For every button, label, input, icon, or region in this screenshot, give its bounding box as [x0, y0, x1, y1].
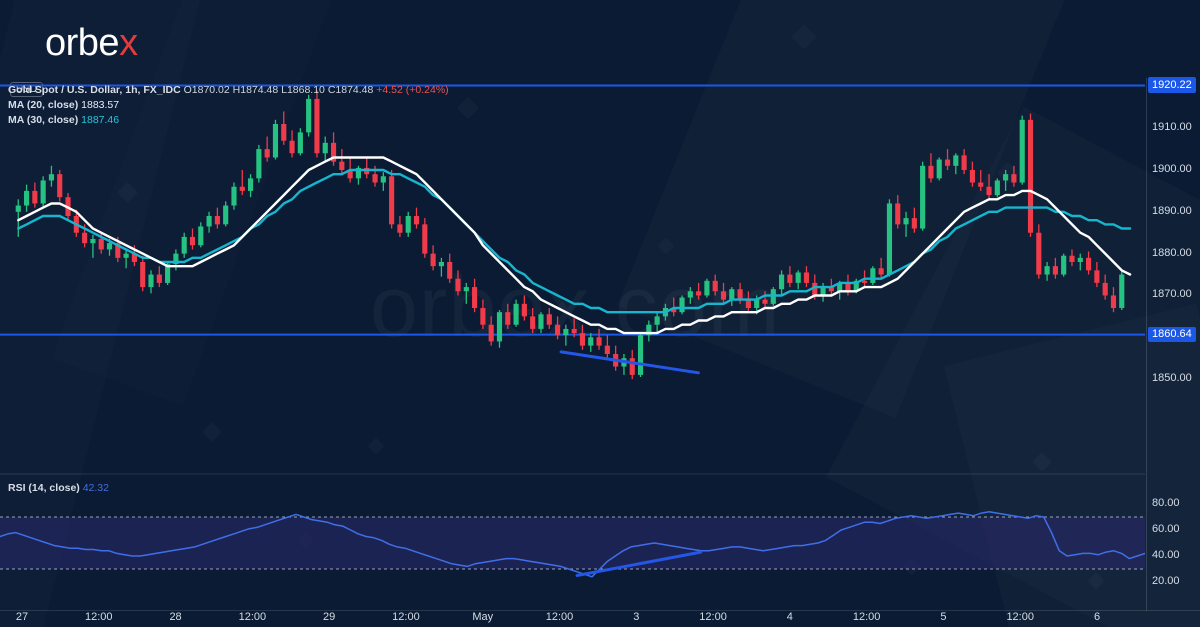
rsi-value: 42.32 — [82, 482, 109, 494]
time-tick: 12:00 — [545, 611, 574, 623]
time-axis[interactable]: 27 12:00 28 12:00 29 12:00 May 12:00 3 12:00 4 12:0… — [0, 611, 1145, 627]
logo-text-accent: x — [119, 22, 138, 64]
time-tick: 12:00 — [852, 611, 881, 623]
time-tick: 12:00 — [699, 611, 727, 623]
axis-separator — [0, 610, 1200, 611]
currency-chip: USD — [10, 82, 44, 97]
ma20-legend: MA (20, close) 1883.57 — [8, 99, 119, 111]
rsi-label: RSI (14, close) — [8, 482, 80, 494]
price-tick: 1870.00 — [1152, 288, 1192, 301]
time-tick: 12:00 — [85, 611, 113, 623]
time-tick: 6 — [1093, 611, 1101, 623]
price-tick: 1890.00 — [1152, 204, 1192, 217]
price-level-badge[interactable]: 1920.22 — [1148, 77, 1196, 93]
chart-plot-area[interactable] — [0, 78, 1145, 611]
rsi-tick: 60.00 — [1152, 523, 1180, 535]
price-tick: 1900.00 — [1152, 163, 1192, 175]
symbol-legend: Gold Spot / U.S. Dollar, 1h, FX_IDC O187… — [8, 84, 449, 96]
rsi-tick: 80.00 — [1152, 497, 1180, 509]
time-tick: 12:00 — [238, 611, 267, 623]
time-tick: 27 — [15, 611, 29, 623]
price-level-badge[interactable]: 1860.64 — [1148, 326, 1196, 343]
symbol-title: Gold Spot / U.S. Dollar, 1h, FX_IDC — [8, 84, 181, 96]
ma30-label: MA (30, close) — [8, 114, 79, 126]
time-tick: May — [472, 611, 494, 623]
ma20-label: MA (20, close) — [8, 99, 79, 111]
price-panel[interactable] — [0, 78, 1145, 611]
change-value: +4.52 (+0.24%) — [376, 84, 449, 96]
price-scale[interactable]: 1910.00 1900.00 1890.00 1880.00 1870.00 1850.… — [1146, 77, 1200, 611]
price-tick: 1850.00 — [1152, 372, 1192, 385]
rsi-legend: RSI (14, close) 42.32 — [8, 482, 109, 494]
ma20-value: 1883.57 — [81, 99, 120, 111]
logo-text-main: orbe — [45, 22, 120, 64]
price-tick: 1880.00 — [1152, 246, 1192, 259]
time-tick: 12:00 — [1006, 611, 1034, 623]
rsi-tick: 20.00 — [1152, 575, 1180, 587]
price-tick: 1910.00 — [1152, 121, 1192, 134]
orbex-logo: orbex — [45, 22, 138, 65]
scale-divider — [1146, 78, 1147, 611]
time-tick: 4 — [786, 611, 793, 623]
time-tick: 5 — [940, 611, 947, 623]
ohlc-values: O1870.02 H1874.48 L1868.10 C1874.48 — [183, 84, 374, 96]
time-tick: 29 — [323, 611, 336, 623]
time-tick: 28 — [169, 611, 182, 623]
ma30-value: 1887.46 — [81, 114, 120, 126]
rsi-tick: 40.00 — [1152, 549, 1180, 561]
time-tick: 12:00 — [392, 611, 420, 623]
ma30-legend: MA (30, close) 1887.46 — [8, 114, 119, 126]
time-tick: 3 — [633, 611, 640, 623]
